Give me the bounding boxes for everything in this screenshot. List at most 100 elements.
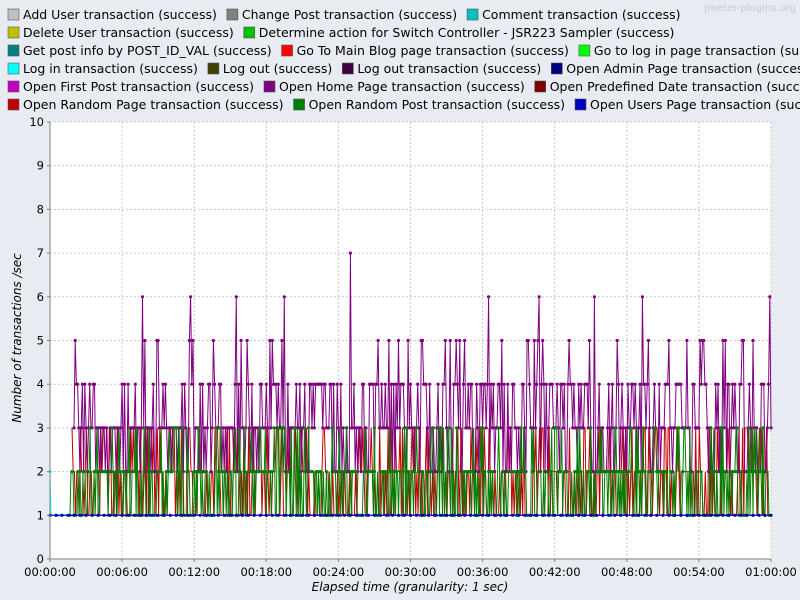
data-point: [270, 470, 274, 474]
legend-swatch: [7, 62, 20, 75]
legend-label: Change Post transaction (success): [242, 7, 457, 22]
data-point: [341, 426, 345, 430]
data-point: [253, 426, 258, 430]
data-point: [769, 513, 773, 517]
data-point: [739, 470, 743, 474]
data-point: [467, 426, 471, 430]
x-axis-label: Elapsed time (granularity: 1 sec): [312, 580, 509, 594]
data-point: [739, 513, 743, 517]
x-tick-label: 00:12:00: [168, 565, 220, 579]
data-point: [246, 382, 250, 386]
data-point: [330, 426, 334, 430]
data-point: [430, 426, 435, 430]
data-point: [447, 426, 451, 430]
data-point: [547, 513, 551, 517]
data-point: [280, 338, 284, 343]
x-tick-label: 00:00:00: [24, 565, 76, 579]
data-point: [268, 338, 272, 343]
data-point: [571, 426, 575, 430]
data-point: [692, 382, 696, 386]
legend-item: Get post info by POST_ID_VAL (success): [7, 43, 272, 58]
data-point: [484, 426, 488, 430]
data-point: [201, 382, 205, 386]
data-point: [723, 470, 727, 474]
data-point: [585, 382, 589, 386]
data-point: [475, 382, 479, 386]
data-point: [550, 382, 554, 386]
data-point: [481, 426, 485, 430]
data-point: [765, 470, 769, 474]
legend: Add User transaction (success) Change Pos…: [7, 7, 800, 112]
data-point: [233, 382, 237, 386]
legend-label: Add User transaction (success): [23, 7, 217, 22]
legend-item: Log out (success): [207, 61, 332, 76]
data-point: [587, 470, 591, 474]
data-point: [730, 382, 735, 386]
data-point: [436, 382, 440, 386]
data-point: [122, 470, 126, 474]
data-point: [519, 426, 523, 430]
series-line: [54, 513, 767, 517]
data-point: [231, 426, 235, 430]
data-point: [228, 470, 232, 474]
data-point: [704, 382, 708, 386]
data-point: [208, 382, 212, 386]
data-point: [729, 426, 733, 430]
data-point: [621, 426, 625, 430]
data-point: [150, 470, 154, 474]
data-point: [294, 513, 298, 517]
data-point: [448, 338, 452, 343]
data-point: [339, 382, 343, 386]
data-point: [747, 426, 751, 430]
data-point: [380, 382, 384, 386]
data-point: [542, 382, 546, 386]
data-point: [303, 382, 307, 386]
y-tick-label: 1: [37, 508, 44, 522]
legend-label: Log out (success): [223, 61, 332, 76]
data-point: [378, 513, 383, 517]
data-point: [262, 470, 266, 474]
data-point: [204, 470, 208, 474]
data-point: [523, 513, 527, 517]
data-point: [282, 513, 286, 517]
data-point: [312, 426, 316, 430]
data-point: [623, 470, 627, 474]
data-point: [354, 426, 358, 430]
data-point: [190, 382, 194, 386]
data-point: [691, 513, 695, 517]
x-tick-label: 00:30:00: [385, 565, 437, 579]
data-point: [645, 382, 649, 386]
data-point: [78, 513, 82, 517]
data-point: [607, 470, 611, 474]
data-point: [562, 382, 566, 386]
x-tick-label: 01:00:00: [745, 565, 797, 579]
data-point: [395, 426, 399, 430]
data-point: [619, 426, 623, 430]
data-point: [180, 382, 184, 386]
data-point: [73, 338, 77, 343]
legend-swatch: [550, 62, 563, 75]
data-point: [79, 426, 83, 430]
data-point: [198, 513, 202, 517]
data-point: [398, 426, 402, 430]
legend-swatch: [207, 62, 220, 75]
data-point: [354, 513, 358, 517]
data-point: [198, 382, 202, 386]
data-point: [727, 382, 731, 386]
legend-label: Comment transaction (success): [482, 7, 680, 22]
data-point: [747, 382, 752, 386]
data-point: [342, 513, 346, 517]
data-point: [643, 382, 647, 386]
data-point: [78, 470, 82, 474]
data-point: [348, 251, 352, 255]
legend-swatch: [7, 44, 20, 57]
data-point: [156, 338, 160, 343]
data-point: [681, 470, 685, 474]
data-point: [383, 382, 387, 386]
data-point: [424, 470, 429, 474]
data-point: [138, 513, 142, 517]
data-point: [294, 382, 298, 386]
data-point: [629, 426, 633, 430]
data-point: [620, 382, 624, 386]
legend-item: Delete User transaction (success): [7, 25, 234, 40]
